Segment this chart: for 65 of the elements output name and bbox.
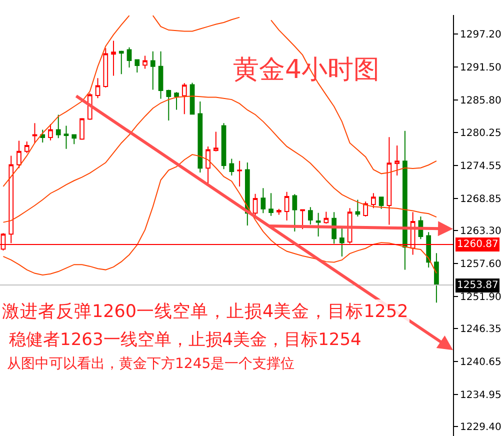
candlestick (126, 46, 132, 68)
y-tick-label: 1229.40 (460, 422, 501, 434)
annotation: 从图中可以看出，黄金下方1245是一个支撑位 (7, 356, 295, 372)
candlestick (118, 50, 124, 75)
candlestick (48, 124, 53, 141)
candlestick (103, 48, 108, 88)
candlestick (292, 194, 298, 232)
y-tick-label: 1291.50 (460, 62, 501, 74)
y-tick-label: 1251.90 (460, 292, 501, 303)
candlestick (237, 160, 242, 187)
y-tick-label: 1297.20 (460, 30, 501, 41)
candlestick (221, 122, 226, 170)
candlestick (213, 131, 218, 152)
candlestick (268, 192, 274, 216)
candlestick (40, 129, 46, 143)
candlestick (95, 78, 100, 99)
candlestick (378, 196, 384, 210)
candlestick (56, 114, 61, 139)
candlestick (64, 125, 69, 150)
candlestick (402, 130, 408, 270)
candlestick (166, 89, 172, 121)
annotation: 激进者反弹1260一线空单，止损4美金，目标1252 (2, 301, 408, 322)
candlestick (174, 92, 179, 110)
y-tick-label: 1257.60 (460, 258, 501, 270)
y-tick-label: 1280.25 (460, 128, 501, 139)
y-tick-label: 1234.95 (460, 390, 501, 402)
y-tick-label: 1268.85 (460, 194, 501, 205)
y-tick-label: 1274.55 (460, 160, 501, 172)
candlestick (371, 192, 376, 209)
candlestick (355, 199, 360, 217)
candlestick (386, 136, 392, 226)
candlestick (80, 118, 84, 140)
candlestick (229, 158, 234, 176)
candlestick (198, 100, 203, 173)
candlestick (300, 208, 305, 230)
candlestick (158, 50, 164, 100)
candlestick (182, 82, 187, 115)
candlestick (72, 134, 77, 145)
candlestick (32, 122, 38, 144)
candlestick (134, 59, 140, 73)
candlestick (324, 211, 329, 224)
line-series (2, 96, 437, 223)
y-tick-label: 1240.65 (460, 357, 501, 368)
annotation: 稳健者1263一线空单，止损4美金，目标1254 (9, 330, 362, 350)
candlestick (434, 252, 439, 304)
candlestick (111, 40, 116, 76)
candlestick (252, 193, 258, 218)
y-tick-label: 1285.80 (460, 96, 501, 107)
candlestick (150, 50, 156, 90)
candlestick (206, 146, 210, 186)
candlestick (276, 208, 282, 216)
candlestick (394, 144, 400, 176)
ref-line-label: 1260.87 (457, 239, 498, 250)
candlestick (16, 140, 22, 169)
y-tick-label: 1263.30 (460, 226, 501, 237)
candlestick (260, 188, 266, 214)
candlestick (308, 206, 313, 226)
candlestick (284, 191, 290, 221)
candlestick (340, 226, 344, 257)
candlestick (24, 140, 30, 154)
line-series (2, 154, 437, 276)
candlestick (316, 212, 321, 237)
candlestick (142, 55, 148, 70)
ref-line-label: 1253.87 (457, 280, 498, 291)
y-tick-label: 1246.35 (460, 324, 501, 336)
